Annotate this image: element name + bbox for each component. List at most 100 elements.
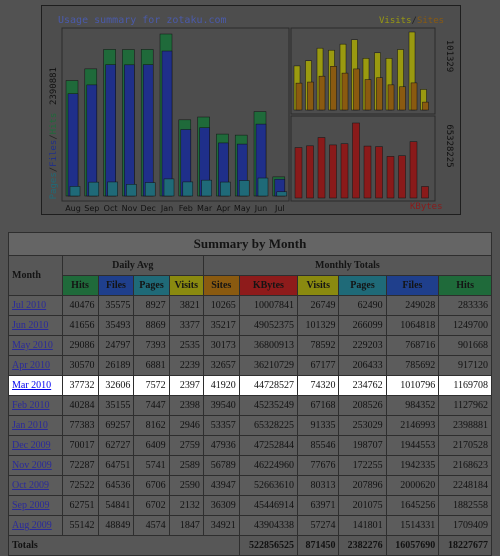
kbytes-bar	[398, 155, 406, 199]
right-top-legend: Visits/Sites	[379, 16, 444, 26]
month-link[interactable]: Oct 2009	[12, 480, 49, 491]
value-cell: 26749	[297, 295, 340, 316]
month-link[interactable]: Mar 2010	[12, 380, 52, 391]
table-row: Feb 2010 40284 35155 7447 2398 39540 45235249 6…	[8, 395, 492, 416]
value-cell: 8927	[133, 295, 170, 316]
value-cell: 29086	[61, 335, 99, 356]
value-cell: 78592	[297, 335, 340, 356]
pages-bar	[276, 191, 288, 197]
value-cell: 7572	[133, 375, 170, 396]
month-link[interactable]: Jan 2010	[12, 420, 48, 431]
table-caption: Summary by Month	[8, 232, 492, 256]
month-link[interactable]: May 2010	[12, 340, 53, 351]
pages-bar	[238, 180, 250, 197]
value-cell: 44728527	[238, 375, 299, 396]
month-link[interactable]: Jul 2010	[12, 300, 47, 311]
value-cell: 7447	[133, 395, 170, 416]
sites-bar	[399, 86, 406, 111]
pages-bar	[182, 181, 194, 197]
totals-kbytes: 522856525	[238, 535, 299, 556]
table-row: May 2010 29086 24797 7393 2535 30173 36800913 7…	[8, 335, 492, 356]
value-cell: 207896	[338, 475, 387, 496]
month-tick-label: May	[234, 204, 251, 213]
value-cell: 72522	[61, 475, 99, 496]
value-cell: 35575	[97, 295, 135, 316]
value-cell: 141801	[338, 515, 387, 536]
value-cell: 2759	[168, 435, 204, 456]
value-cell: 283336	[438, 295, 492, 316]
value-cell: 64536	[97, 475, 135, 496]
month-cell: Mar 2010	[8, 375, 63, 396]
pages-bar	[126, 184, 137, 197]
value-cell: 229203	[338, 335, 387, 356]
value-cell: 72287	[61, 455, 99, 476]
sites-bar	[330, 66, 337, 111]
value-cell: 45235249	[238, 395, 299, 416]
value-cell: 35217	[202, 315, 240, 336]
sites-bar	[422, 101, 429, 111]
value-cell: 2146993	[385, 415, 440, 436]
month-tick-label: Nov	[122, 204, 138, 213]
month-link[interactable]: Dec 2009	[12, 440, 51, 451]
value-cell: 85546	[297, 435, 340, 456]
pages-bar	[201, 179, 212, 197]
month-tick-label: Sep	[84, 204, 99, 213]
value-cell: 35155	[97, 395, 135, 416]
totals-label: Totals	[8, 535, 240, 556]
value-cell: 48849	[97, 515, 135, 536]
value-cell: 41656	[61, 315, 99, 336]
value-cell: 1882558	[438, 495, 492, 516]
value-cell: 32606	[97, 375, 135, 396]
value-cell: 1010796	[385, 375, 440, 396]
value-cell: 6881	[133, 355, 170, 376]
value-cell: 43947	[202, 475, 240, 496]
table-row: Nov 2009 72287 64751 5741 2589 56789 46224960 7…	[8, 455, 492, 476]
month-cell: Feb 2010	[8, 395, 63, 416]
files-bar	[67, 93, 79, 197]
month-link[interactable]: Apr 2010	[12, 360, 51, 371]
value-cell: 69257	[97, 415, 135, 436]
value-cell: 2170528	[438, 435, 492, 456]
usage-chart-svg: Usage summary for zotaku.com 2390881 Pages…	[49, 15, 454, 213]
month-link[interactable]: Jun 2010	[12, 320, 49, 331]
month-link[interactable]: Nov 2009	[12, 460, 52, 471]
value-cell: 1514331	[385, 515, 440, 536]
right-top-panel-frame	[290, 27, 436, 115]
value-cell: 206433	[338, 355, 387, 376]
month-cell: Apr 2010	[8, 355, 63, 376]
value-cell: 26189	[97, 355, 135, 376]
month-tick-label: Feb	[179, 204, 193, 213]
value-cell: 198707	[338, 435, 387, 456]
value-cell: 1064818	[385, 315, 440, 336]
month-link[interactable]: Feb 2010	[12, 400, 50, 411]
value-cell: 36800913	[238, 335, 299, 356]
value-cell: 249028	[385, 295, 440, 316]
sites-bar	[376, 77, 383, 111]
sites-bar	[353, 68, 360, 111]
col-header-daily-visits: Visits	[168, 275, 204, 296]
value-cell: 34921	[202, 515, 240, 536]
pages-bar	[163, 178, 175, 197]
month-tick-label: Oct	[104, 204, 118, 213]
value-cell: 172255	[338, 455, 387, 476]
value-cell: 41920	[202, 375, 240, 396]
left-panel-frame	[61, 27, 290, 202]
totals-row: Totals 522856525 871450 2382276 16057690 1822…	[8, 535, 492, 556]
month-cell: Aug 2009	[8, 515, 63, 536]
value-cell: 74320	[297, 375, 340, 396]
value-cell: 234762	[338, 375, 387, 396]
month-link[interactable]: Sep 2009	[12, 500, 50, 511]
value-cell: 36309	[202, 495, 240, 516]
value-cell: 2590	[168, 475, 204, 496]
col-header-daily-pages: Pages	[133, 275, 170, 296]
col-header-total-files: Files	[385, 275, 440, 296]
col-header-total-hits: Hits	[438, 275, 492, 296]
month-tick-label: Dec	[140, 204, 155, 213]
summary-by-month-table: Summary by Month Month Daily Avg Monthly…	[8, 232, 493, 556]
table-row: Dec 2009 70017 62727 6409 2759 47936 47252844 8…	[8, 435, 492, 456]
col-header-total-sites: Sites	[202, 275, 240, 296]
value-cell: 1847	[168, 515, 204, 536]
col-header-total-kbytes: KBytes	[238, 275, 299, 296]
right-top-axis-max: 101329	[444, 40, 454, 73]
month-link[interactable]: Aug 2009	[12, 520, 52, 531]
